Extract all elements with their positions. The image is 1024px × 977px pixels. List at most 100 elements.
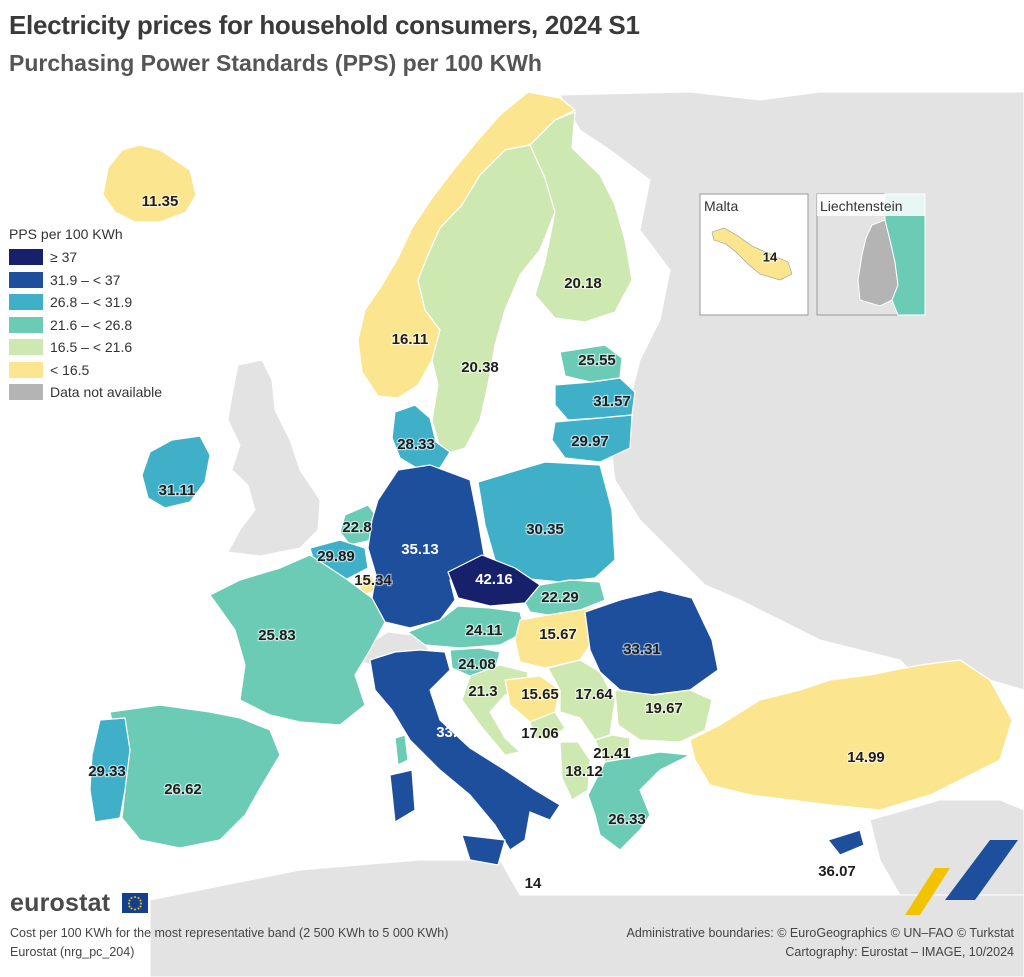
malta-inset-value: 14 [763, 249, 778, 264]
north-macedonia-region [594, 734, 631, 763]
label-bosnia: 15.65 [521, 686, 559, 703]
legend-item: 31.9 – < 37 [9, 269, 162, 292]
legend-swatch [9, 294, 43, 311]
label-lithuania: 29.97 [571, 433, 609, 450]
legend-item: 26.8 – < 31.9 [9, 291, 162, 314]
map-subtitle: Purchasing Power Standards (PPS) per 100… [9, 50, 542, 76]
poland-region [477, 461, 616, 583]
liechtenstein-inset: Liechtenstein [816, 193, 926, 316]
label-montenegro: 17.06 [521, 725, 559, 742]
cyprus-region [827, 829, 865, 856]
legend-item: < 16.5 [9, 359, 162, 382]
legend-swatch [9, 339, 43, 356]
label-croatia: 21.3 [468, 683, 497, 700]
albania-region [559, 741, 591, 801]
label-sweden: 20.38 [461, 359, 499, 376]
label-cyprus: 36.07 [818, 863, 856, 880]
legend-label: 21.6 – < 26.8 [50, 316, 133, 333]
label-greece: 26.33 [608, 811, 646, 828]
liechtenstein-inset-title: Liechtenstein [820, 198, 903, 214]
label-romania: 33.31 [623, 641, 661, 658]
sardinia-region [389, 769, 416, 823]
label-bulgaria: 19.67 [645, 700, 683, 717]
malta-inset: Malta 14 [699, 193, 809, 316]
label-iceland: 11.35 [142, 193, 179, 210]
bulgaria-region [614, 689, 713, 743]
legend-label: Data not available [50, 384, 163, 401]
label-italy: 33.91 [436, 724, 474, 741]
iceland-region [102, 144, 197, 223]
eu-flag-icon [122, 893, 148, 913]
label-portugal: 29.33 [88, 763, 126, 780]
label-ireland: 31.11 [159, 482, 196, 499]
legend-swatch [9, 384, 43, 401]
label-austria: 24.11 [466, 622, 503, 639]
corner-decoration [905, 840, 1018, 915]
label-serbia: 17.64 [575, 686, 613, 703]
austria-inset-area [884, 193, 926, 316]
label-finland: 20.18 [564, 275, 602, 292]
label-malta-main: 14 [525, 875, 542, 892]
legend-swatch [9, 316, 43, 333]
legend-swatch [9, 361, 43, 378]
legend-swatch [9, 249, 43, 266]
legend-swatch [9, 271, 43, 288]
label-netherlands: 22.8 [342, 519, 371, 536]
label-france: 25.83 [258, 627, 296, 644]
label-turkey: 14.99 [847, 749, 885, 766]
great-britain-land [227, 359, 321, 557]
label-slovakia: 22.29 [541, 589, 579, 606]
footnote-boundaries: Administrative boundaries: © EuroGeograp… [626, 926, 1014, 940]
north-africa-land [149, 859, 1024, 977]
label-norway: 16.11 [392, 331, 429, 348]
sicily-region [461, 834, 506, 866]
legend-item: Data not available [9, 381, 162, 404]
finland-region [529, 111, 633, 323]
label-estonia: 25.55 [578, 352, 616, 369]
label-hungary: 15.67 [539, 626, 577, 643]
label-germany: 35.13 [401, 541, 439, 558]
legend-title: PPS per 100 KWh [9, 226, 123, 242]
label-slovenia: 24.08 [458, 656, 496, 673]
ireland-region [141, 435, 211, 509]
label-latvia: 31.57 [593, 393, 631, 410]
eurostat-logo: eurostat [10, 889, 111, 917]
france-region [209, 554, 386, 726]
value-labels: 11.35 16.11 20.38 20.18 25.55 31.57 29.9… [87, 192, 886, 894]
label-luxembourg: 15.34 [354, 572, 392, 589]
map-title: Electricity prices for household consume… [9, 10, 640, 40]
italy-region [369, 649, 561, 851]
legend-label: ≥ 37 [50, 249, 78, 266]
denmark-region [391, 404, 451, 471]
greece-region [587, 751, 691, 851]
legend-label: 31.9 – < 37 [50, 271, 121, 288]
label-north-macedonia: 21.41 [593, 745, 631, 762]
label-denmark: 28.33 [397, 436, 435, 453]
legend: PPS per 100 KWh ≥ 37 31.9 – < 37 26.8 – … [9, 226, 162, 404]
legend-item: 21.6 – < 26.8 [9, 314, 162, 337]
label-albania: 18.12 [565, 763, 603, 780]
lithuania-region [551, 414, 633, 463]
label-spain: 26.62 [164, 781, 202, 798]
malta-inset-title: Malta [704, 198, 738, 214]
portugal-region [89, 717, 131, 823]
turkey-region [689, 659, 1013, 811]
legend-label: 16.5 – < 21.6 [50, 339, 133, 356]
label-belgium: 29.89 [317, 548, 355, 565]
footnote-definition: Cost per 100 KWh for the most representa… [10, 926, 449, 940]
countries [89, 91, 1013, 866]
spain-region [109, 704, 281, 849]
romania-region [584, 589, 719, 696]
legend-item: 16.5 – < 21.6 [9, 336, 162, 359]
montenegro-region [529, 711, 566, 741]
footnote-cartography: Cartography: Eurostat – IMAGE, 10/2024 [785, 945, 1014, 959]
label-czechia: 42.16 [475, 571, 513, 588]
label-poland: 30.35 [526, 521, 564, 538]
legend-item: ≥ 37 [9, 246, 162, 269]
slovakia-region [524, 579, 606, 616]
malta-island [711, 227, 793, 281]
footnote-source: Eurostat (nrg_pc_204) [10, 945, 135, 959]
corsica-region [394, 734, 409, 766]
legend-label: < 16.5 [50, 361, 90, 378]
